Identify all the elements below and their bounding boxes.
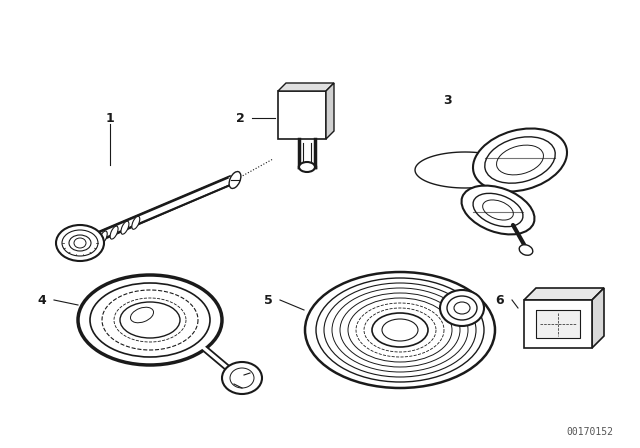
- Ellipse shape: [440, 290, 484, 326]
- Polygon shape: [524, 300, 592, 348]
- Ellipse shape: [131, 307, 154, 323]
- Ellipse shape: [461, 185, 534, 234]
- Ellipse shape: [382, 319, 418, 341]
- Ellipse shape: [473, 194, 523, 227]
- Ellipse shape: [497, 145, 543, 175]
- Ellipse shape: [305, 272, 495, 388]
- Polygon shape: [536, 310, 580, 338]
- Ellipse shape: [120, 302, 180, 338]
- Ellipse shape: [132, 216, 140, 229]
- Ellipse shape: [110, 226, 118, 239]
- Ellipse shape: [372, 313, 428, 347]
- Ellipse shape: [484, 137, 556, 183]
- Ellipse shape: [332, 288, 468, 372]
- Ellipse shape: [62, 230, 98, 256]
- Polygon shape: [592, 288, 604, 348]
- Text: 00170152: 00170152: [566, 427, 614, 437]
- Ellipse shape: [483, 200, 513, 220]
- Ellipse shape: [78, 275, 222, 365]
- Ellipse shape: [473, 129, 567, 192]
- Text: 5: 5: [264, 293, 273, 306]
- Ellipse shape: [222, 362, 262, 394]
- Text: 2: 2: [236, 112, 244, 125]
- Ellipse shape: [324, 283, 476, 377]
- Ellipse shape: [74, 238, 86, 248]
- Ellipse shape: [230, 368, 254, 388]
- Text: 1: 1: [106, 112, 115, 125]
- Text: 6: 6: [496, 293, 504, 306]
- Polygon shape: [524, 288, 604, 300]
- Polygon shape: [278, 83, 334, 91]
- Text: 4: 4: [38, 293, 46, 306]
- Ellipse shape: [99, 231, 108, 244]
- Ellipse shape: [121, 221, 129, 234]
- Polygon shape: [326, 83, 334, 139]
- Text: 3: 3: [443, 94, 451, 107]
- Ellipse shape: [56, 225, 104, 261]
- Ellipse shape: [348, 298, 452, 362]
- Ellipse shape: [69, 235, 91, 251]
- Ellipse shape: [229, 172, 241, 189]
- Ellipse shape: [90, 283, 210, 357]
- Ellipse shape: [519, 245, 532, 255]
- Bar: [278, 91, 326, 139]
- Ellipse shape: [454, 302, 470, 314]
- Ellipse shape: [447, 296, 477, 320]
- Ellipse shape: [340, 293, 460, 367]
- Ellipse shape: [299, 162, 315, 172]
- Ellipse shape: [316, 278, 484, 382]
